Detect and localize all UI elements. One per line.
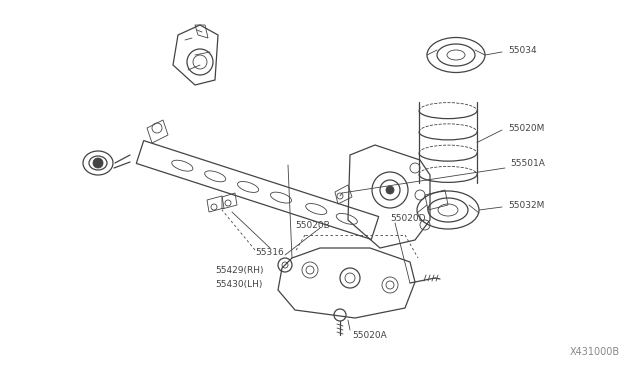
Text: 55501A: 55501A (510, 158, 545, 167)
Text: 55020M: 55020M (508, 124, 545, 132)
Circle shape (386, 186, 394, 194)
Text: 55430(LH): 55430(LH) (215, 279, 262, 289)
Circle shape (93, 158, 103, 168)
Text: 55020D: 55020D (390, 214, 426, 222)
Text: 55032M: 55032M (508, 201, 545, 209)
Text: 55020B: 55020B (295, 221, 330, 230)
Text: 55020A: 55020A (352, 330, 387, 340)
Text: 55034: 55034 (508, 45, 536, 55)
Text: 55429(RH): 55429(RH) (215, 266, 264, 275)
Text: X431000B: X431000B (570, 347, 620, 357)
Text: 55316: 55316 (255, 247, 284, 257)
